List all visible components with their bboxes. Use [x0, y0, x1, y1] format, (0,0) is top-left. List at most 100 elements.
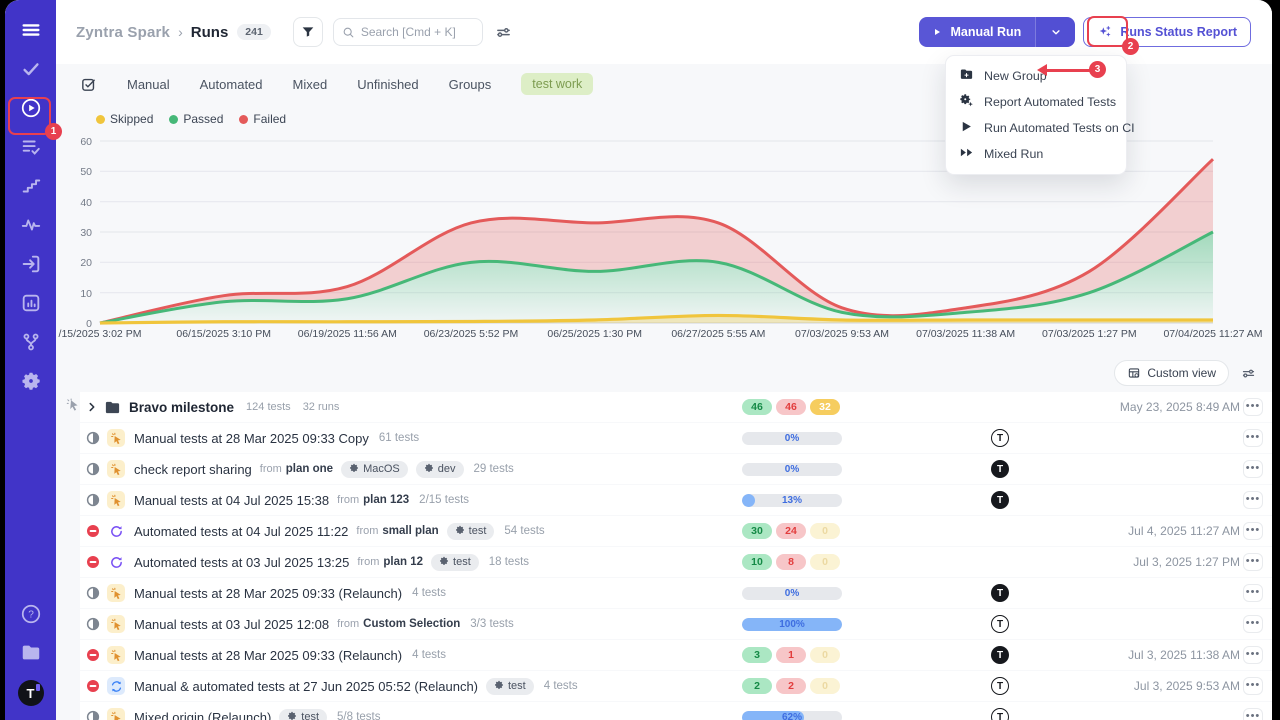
row-menu-button[interactable]: ••• — [1243, 522, 1263, 540]
runs-area-chart: 0 10 20 30 40 50 60/15/2025 3:02 PM 06/15/2025 … — [56, 132, 1272, 354]
plan-name[interactable]: Custom Selection — [363, 618, 461, 630]
svg-text:?: ? — [28, 610, 34, 621]
table-toolbar: Custom view — [56, 356, 1272, 390]
run-row[interactable]: Manual tests at 28 Mar 2025 09:33 (Relau… — [80, 578, 1272, 608]
gear-icon — [494, 680, 504, 693]
custom-view-button[interactable]: Custom view — [1114, 360, 1229, 386]
run-row[interactable]: Manual tests at 03 Jul 2025 12:08 from Cus… — [80, 609, 1272, 639]
row-menu-button[interactable]: ••• — [1243, 398, 1263, 416]
run-row[interactable]: Manual tests at 28 Mar 2025 09:33 Copy 61… — [80, 423, 1272, 453]
result-metric: 46 46 32 — [742, 399, 846, 415]
plan-name[interactable]: plan one — [285, 463, 334, 475]
search-settings-icon[interactable] — [495, 24, 512, 41]
menu-item-report-automated-tests[interactable]: Report Automated Tests — [946, 89, 1126, 115]
sign-in-icon[interactable] — [19, 252, 43, 276]
filter-button[interactable] — [292, 17, 323, 47]
plan-name[interactable]: plan 12 — [383, 556, 424, 568]
row-menu-button[interactable]: ••• — [1243, 491, 1263, 509]
menu-item-run-automated-tests-on-ci[interactable]: Run Automated Tests on CI — [946, 115, 1135, 141]
runs-status-report-button[interactable]: Runs Status Report — [1083, 17, 1251, 47]
y-axis-tick: 10 — [80, 287, 92, 300]
environment-label: MacOS — [363, 463, 400, 475]
run-title[interactable]: Automated tests at 04 Jul 2025 11:22 — [134, 523, 349, 539]
row-menu-button[interactable]: ••• — [1243, 460, 1263, 478]
row-menu-button[interactable]: ••• — [1243, 708, 1263, 720]
run-row[interactable]: check report sharing from plan one MacOS dev… — [80, 454, 1272, 484]
table-settings-icon[interactable] — [1241, 366, 1256, 381]
tests-count: 3/3 tests — [470, 618, 514, 630]
run-title[interactable]: Manual tests at 28 Mar 2025 09:33 Copy — [134, 430, 369, 446]
row-menu-button[interactable]: ••• — [1243, 429, 1263, 447]
tag-test-work[interactable]: test work — [521, 73, 594, 95]
check-icon[interactable] — [19, 57, 43, 81]
run-row[interactable]: Mixed origin (Relaunch) test 5/8 tests 62% T… — [80, 702, 1272, 720]
list-check-icon[interactable] — [19, 135, 43, 159]
row-menu-button[interactable]: ••• — [1243, 553, 1263, 571]
run-title[interactable]: Manual tests at 03 Jul 2025 12:08 — [134, 616, 330, 632]
manual-run-button[interactable]: Manual Run — [919, 17, 1036, 47]
menu-item-new-group[interactable]: New Group — [946, 63, 1126, 89]
environment-label: dev — [437, 463, 456, 475]
run-row[interactable]: Manual & automated tests at 27 Jun 2025 … — [80, 671, 1272, 701]
menu-item-mixed-run[interactable]: Mixed Run — [946, 141, 1126, 167]
chart-icon[interactable] — [19, 291, 43, 315]
assignee-avatar[interactable]: T — [991, 708, 1009, 720]
runs-table: Bravo milestone 124 tests 32 runs 46 46 32 May… — [80, 392, 1272, 720]
run-row[interactable]: Automated tests at 04 Jul 2025 11:22 from… — [80, 516, 1272, 546]
assignee-avatar[interactable]: T — [991, 677, 1009, 695]
menu-icon[interactable] — [19, 18, 43, 42]
run-row[interactable]: Manual tests at 28 Mar 2025 09:33 (Relau… — [80, 640, 1272, 670]
run-row[interactable]: Automated tests at 03 Jul 2025 13:25 from… — [80, 547, 1272, 577]
search-box[interactable] — [332, 18, 483, 46]
tab-unfinished[interactable]: Unfinished — [357, 76, 419, 92]
run-title[interactable]: Manual tests at 04 Jul 2025 15:38 — [134, 492, 330, 508]
sliders-icon — [495, 24, 512, 41]
assignee-avatar[interactable]: T — [991, 491, 1009, 509]
gear-icon[interactable] — [19, 369, 43, 393]
progress-label: 13% — [781, 494, 802, 506]
plan-name[interactable]: plan 123 — [363, 494, 410, 506]
breadcrumb-project[interactable]: Zyntra Spark — [76, 23, 171, 41]
run-title[interactable]: check report sharing — [134, 461, 252, 477]
run-title[interactable]: Manual & automated tests at 27 Jun 2025 … — [134, 678, 478, 694]
manual-run-dropdown-toggle[interactable] — [1035, 17, 1076, 47]
environment-label: test — [468, 525, 487, 537]
group-row[interactable]: Bravo milestone 124 tests 32 runs 46 46 32 May… — [80, 392, 1272, 422]
steps-icon[interactable] — [19, 174, 43, 198]
assignee-avatar[interactable]: T — [991, 460, 1009, 478]
assignee-avatar[interactable]: T — [991, 615, 1009, 633]
help-icon[interactable]: ? — [19, 602, 43, 626]
run-title[interactable]: Manual tests at 28 Mar 2025 09:33 (Relau… — [134, 647, 403, 663]
tab-automated[interactable]: Automated — [199, 76, 263, 92]
run-row[interactable]: Manual tests at 04 Jul 2025 15:38 from pla… — [80, 485, 1272, 515]
manual-run-split-button: Manual Run — [919, 17, 1076, 47]
assignee-avatar[interactable]: T — [991, 429, 1009, 447]
status-in-progress-icon — [86, 617, 100, 631]
run-title[interactable]: Automated tests at 03 Jul 2025 13:25 — [134, 554, 350, 570]
tab-groups[interactable]: Groups — [448, 76, 492, 92]
gear-icon — [349, 463, 359, 476]
run-title[interactable]: Manual tests at 28 Mar 2025 09:33 (Relau… — [134, 585, 403, 601]
from-label: from — [337, 618, 360, 630]
result-metric: 62% — [742, 710, 846, 720]
row-menu-button[interactable]: ••• — [1243, 615, 1263, 633]
assignee-avatar[interactable]: T — [991, 584, 1009, 602]
row-menu-button[interactable]: ••• — [1243, 584, 1263, 602]
assignee-avatar[interactable]: T — [991, 646, 1009, 664]
branch-icon[interactable] — [19, 330, 43, 354]
progress-label: 0% — [784, 432, 800, 444]
row-menu-button[interactable]: ••• — [1243, 677, 1263, 695]
search-input[interactable] — [360, 25, 474, 39]
pulse-icon[interactable] — [19, 213, 43, 237]
plan-name[interactable]: small plan — [382, 525, 439, 537]
result-metric: 10 8 0 — [742, 554, 846, 570]
play-circle-icon[interactable] — [19, 96, 43, 120]
expand-chevron-icon[interactable] — [86, 401, 98, 413]
row-menu-button[interactable]: ••• — [1243, 646, 1263, 664]
tab-manual[interactable]: Manual — [127, 76, 170, 92]
select-runs-icon[interactable] — [80, 76, 97, 93]
tab-mixed[interactable]: Mixed — [292, 76, 328, 92]
folder-icon[interactable] — [19, 641, 43, 665]
user-avatar[interactable]: T — [17, 680, 44, 706]
run-title[interactable]: Mixed origin (Relaunch) — [134, 709, 272, 720]
